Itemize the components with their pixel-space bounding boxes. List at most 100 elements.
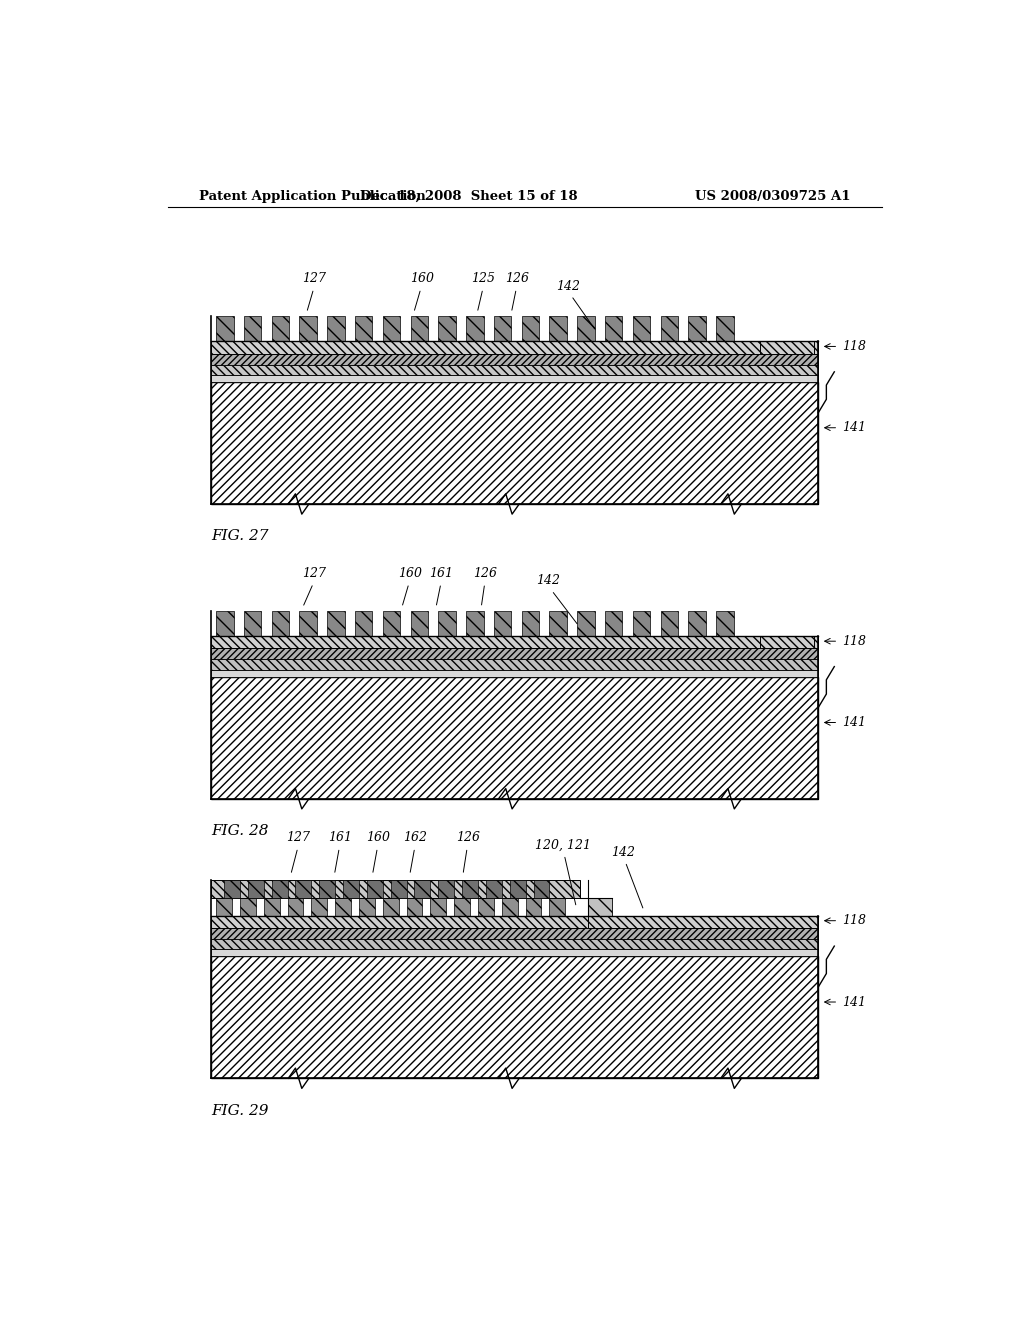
Text: FIG. 29: FIG. 29	[211, 1104, 269, 1118]
Text: US 2008/0309725 A1: US 2008/0309725 A1	[694, 190, 850, 202]
Text: 127: 127	[287, 832, 310, 845]
Bar	[550, 315, 567, 342]
Bar	[502, 899, 518, 916]
Bar	[411, 315, 428, 342]
Text: 126: 126	[456, 832, 479, 845]
Bar	[438, 880, 455, 899]
Bar	[211, 342, 818, 354]
Bar	[688, 315, 706, 342]
Bar	[328, 315, 345, 342]
Bar	[478, 899, 494, 916]
Bar	[211, 939, 818, 949]
Bar	[211, 660, 818, 669]
Bar	[716, 611, 733, 636]
Bar	[430, 899, 446, 916]
Text: FIG. 28: FIG. 28	[211, 824, 269, 838]
Bar	[494, 315, 511, 342]
Text: Patent Application Publication: Patent Application Publication	[200, 190, 426, 202]
Bar	[244, 315, 261, 342]
Bar	[211, 354, 818, 364]
Text: Dec. 18, 2008  Sheet 15 of 18: Dec. 18, 2008 Sheet 15 of 18	[360, 190, 579, 202]
Bar	[588, 916, 818, 928]
Bar	[211, 949, 818, 956]
Bar	[211, 648, 818, 660]
Text: 142: 142	[611, 846, 635, 859]
Text: 125: 125	[471, 272, 496, 285]
Bar	[299, 315, 316, 342]
Bar	[605, 315, 623, 342]
Bar	[494, 611, 511, 636]
Bar	[211, 880, 580, 899]
Bar	[211, 956, 818, 1078]
Bar	[550, 611, 567, 636]
Bar	[216, 611, 233, 636]
Bar	[391, 880, 407, 899]
Bar	[328, 611, 345, 636]
Bar	[211, 669, 818, 677]
Bar	[633, 611, 650, 636]
Bar	[367, 880, 383, 899]
Bar	[335, 899, 351, 916]
Bar	[296, 880, 311, 899]
Text: 161: 161	[429, 568, 454, 581]
Text: 162: 162	[403, 832, 427, 845]
Bar	[525, 899, 542, 916]
Bar	[216, 315, 233, 342]
Text: 142: 142	[556, 280, 581, 293]
Bar	[407, 899, 423, 916]
Text: 161: 161	[328, 832, 352, 845]
Bar	[578, 611, 595, 636]
Bar	[578, 315, 595, 342]
Bar	[415, 880, 430, 899]
Bar	[224, 880, 240, 899]
Bar	[534, 880, 550, 899]
Bar	[761, 342, 814, 354]
Bar	[383, 611, 400, 636]
Bar	[466, 611, 483, 636]
Bar	[264, 899, 280, 916]
Bar	[411, 611, 428, 636]
Bar	[211, 636, 818, 648]
Bar	[355, 611, 373, 636]
Text: 118: 118	[842, 915, 866, 927]
Bar	[343, 880, 359, 899]
Text: 127: 127	[302, 568, 327, 581]
Bar	[359, 899, 375, 916]
Bar	[271, 880, 288, 899]
Bar	[240, 899, 256, 916]
Bar	[550, 899, 565, 916]
Bar	[438, 611, 456, 636]
Bar	[510, 880, 525, 899]
Bar	[521, 315, 539, 342]
Bar	[588, 899, 611, 916]
Bar	[271, 611, 289, 636]
Bar	[660, 315, 678, 342]
Bar	[605, 611, 623, 636]
Text: FIG. 27: FIG. 27	[211, 529, 269, 544]
Bar	[244, 611, 261, 636]
Bar	[438, 315, 456, 342]
Text: 141: 141	[842, 995, 866, 1008]
Bar	[486, 880, 502, 899]
Bar	[761, 636, 814, 648]
Text: 160: 160	[366, 832, 390, 845]
Bar	[248, 880, 264, 899]
Text: 141: 141	[842, 715, 866, 729]
Text: 127: 127	[302, 272, 327, 285]
Bar	[660, 611, 678, 636]
Text: 141: 141	[842, 421, 866, 434]
Bar	[355, 315, 373, 342]
Text: 126: 126	[505, 272, 528, 285]
Bar	[521, 611, 539, 636]
Bar	[216, 899, 232, 916]
Bar	[716, 315, 733, 342]
Bar	[211, 381, 818, 504]
Bar	[288, 899, 303, 916]
Bar	[299, 611, 316, 636]
Text: 160: 160	[397, 568, 422, 581]
Text: 120, 121: 120, 121	[535, 838, 591, 851]
Text: 160: 160	[410, 272, 433, 285]
Bar	[688, 611, 706, 636]
Text: 126: 126	[473, 568, 497, 581]
Bar	[271, 315, 289, 342]
